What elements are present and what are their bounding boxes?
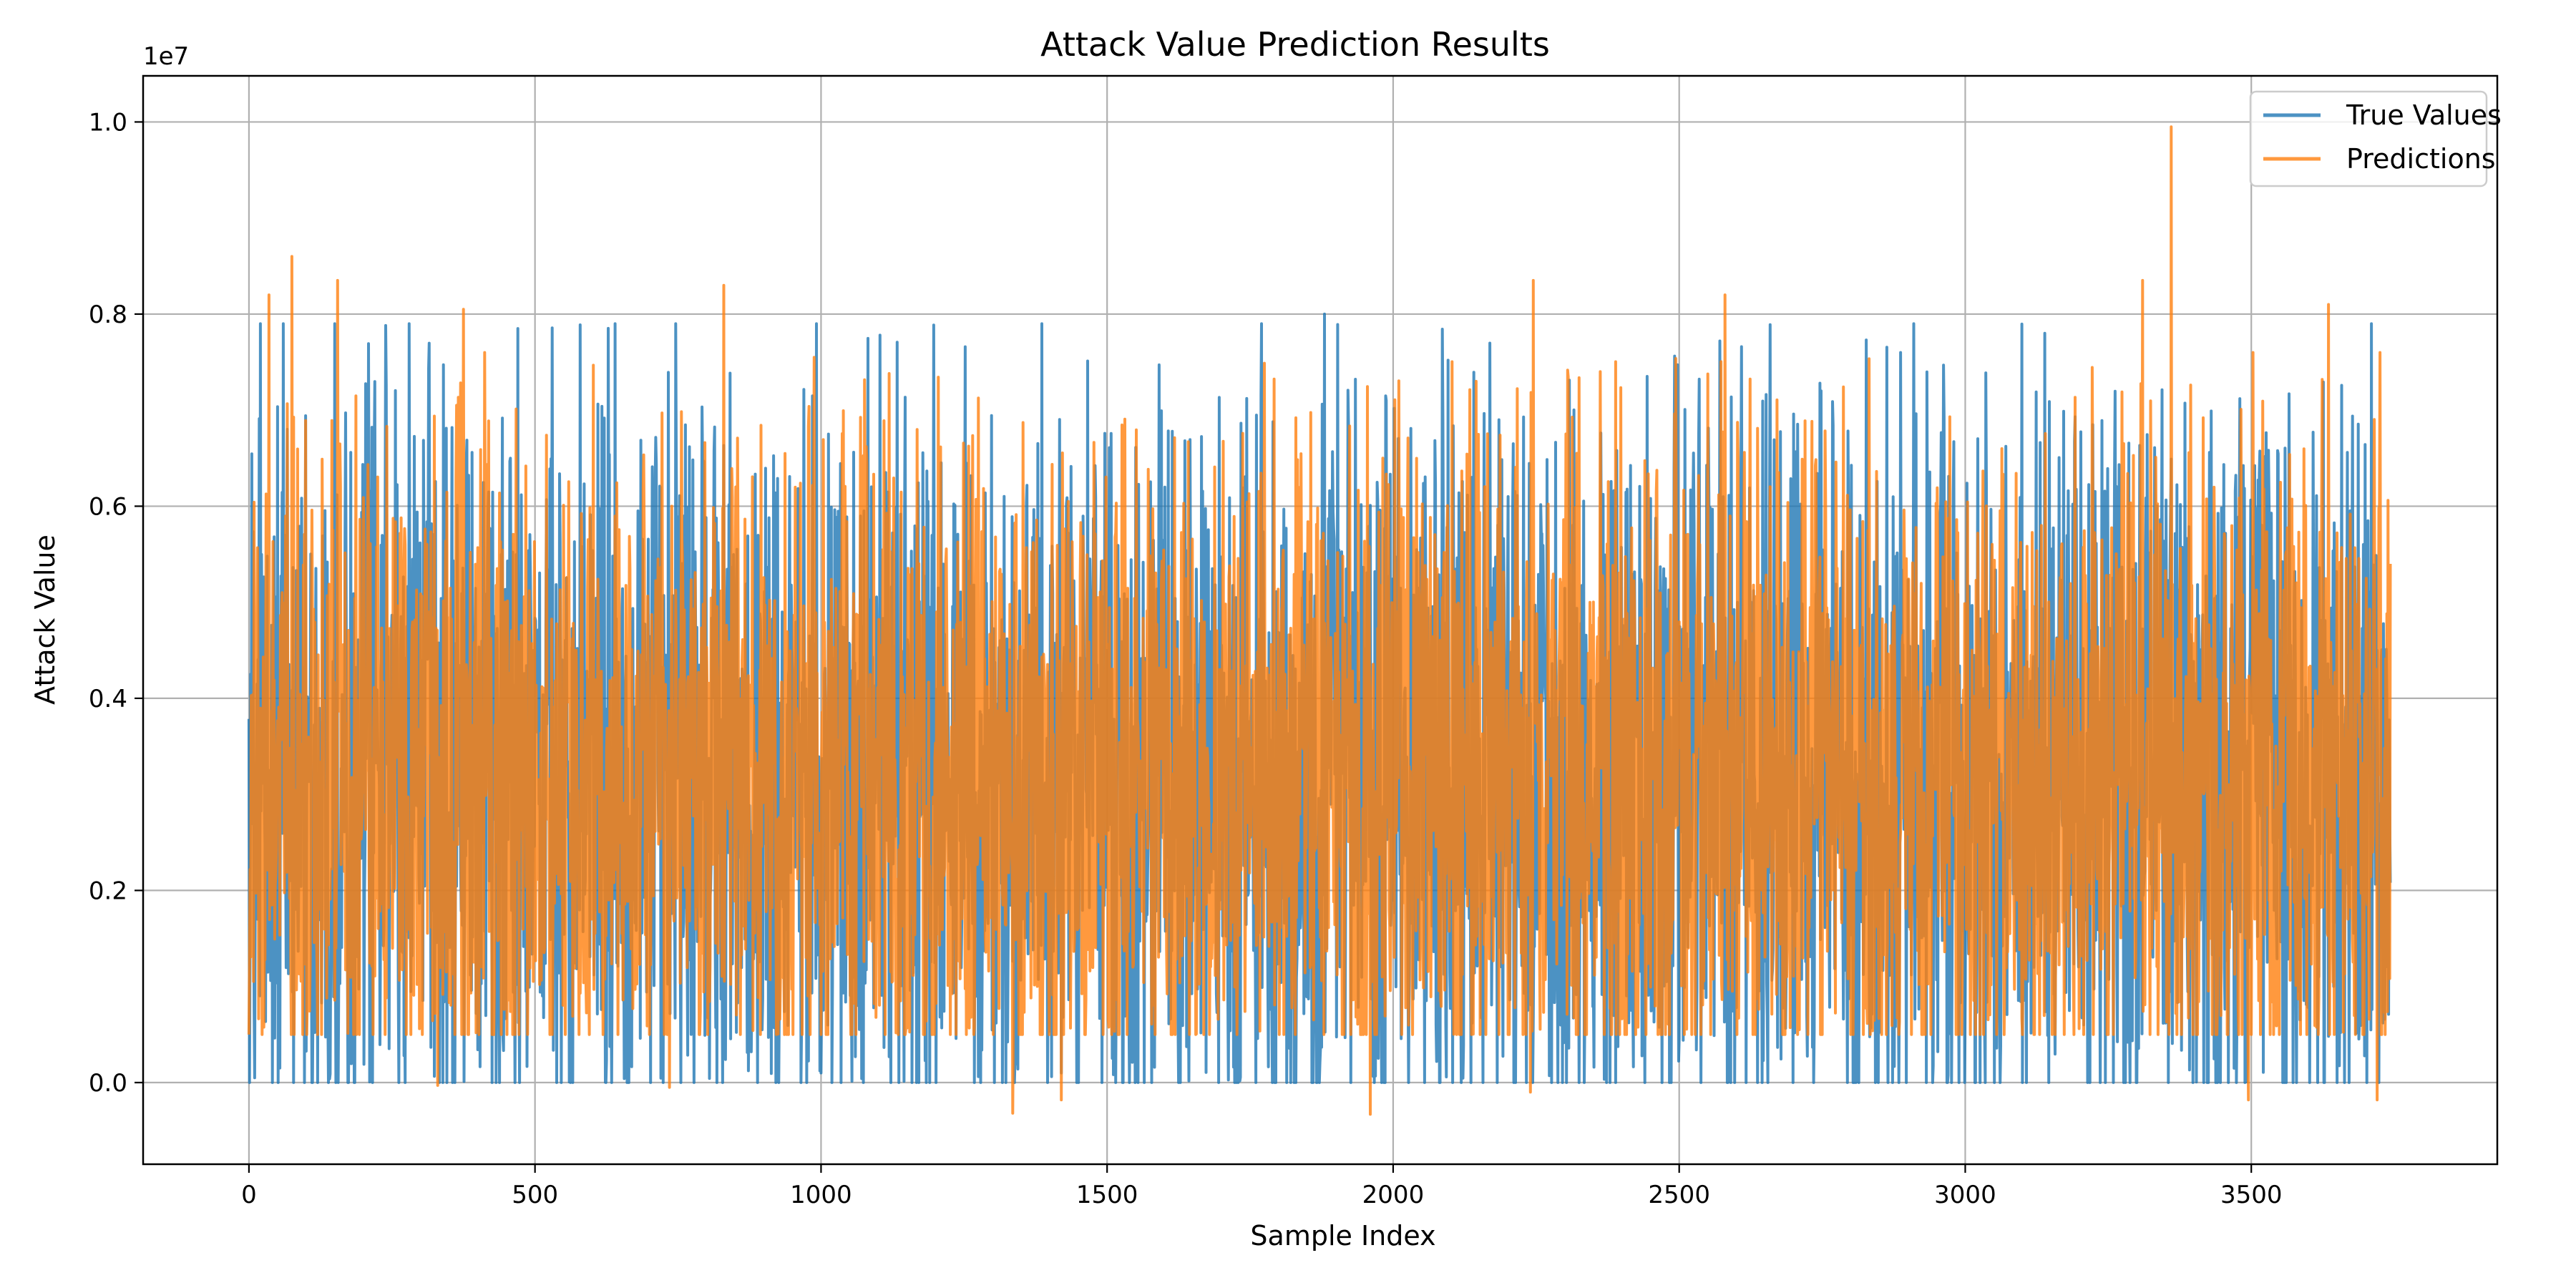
y-tick-label: 0.2: [89, 877, 127, 905]
plot-area-frame: [142, 74, 2499, 1166]
chart-title: Attack Value Prediction Results: [1040, 25, 1550, 64]
x-tick-label: 3000: [1934, 1181, 1996, 1209]
x-axis-label: Sample Index: [1250, 1220, 1435, 1252]
x-tick-label: 3500: [2220, 1181, 2283, 1209]
y-tick-label: 0.8: [89, 301, 127, 329]
x-tick-label: 500: [512, 1181, 558, 1209]
legend-label-predictions: Predictions: [2346, 143, 2496, 175]
y-axis-offset-text: 1e7: [143, 42, 189, 71]
legend-label-true-values: True Values: [2346, 99, 2502, 131]
y-tick-label: 1.0: [89, 108, 127, 137]
x-tick-label: 1000: [790, 1181, 852, 1209]
x-axis-ticks: 0 500 1000 1500 2000 2500 3000 3500: [241, 1164, 2282, 1209]
y-axis-label: Attack Value: [29, 535, 61, 705]
series-line-predictions: [247, 125, 2392, 1116]
y-axis-ticks: 0.0 0.2 0.4 0.6 0.8 1.0: [89, 108, 143, 1098]
y-tick-label: 0.4: [89, 685, 127, 713]
x-tick-label: 1500: [1076, 1181, 1138, 1209]
legend: True Values Predictions: [2249, 90, 2502, 187]
x-tick-label: 0: [241, 1181, 257, 1209]
x-tick-label: 2000: [1362, 1181, 1425, 1209]
x-tick-label: 2500: [1648, 1181, 1710, 1209]
y-tick-label: 0.6: [89, 492, 127, 521]
y-tick-label: 0.0: [89, 1069, 127, 1098]
series-layer: [247, 125, 2392, 1116]
